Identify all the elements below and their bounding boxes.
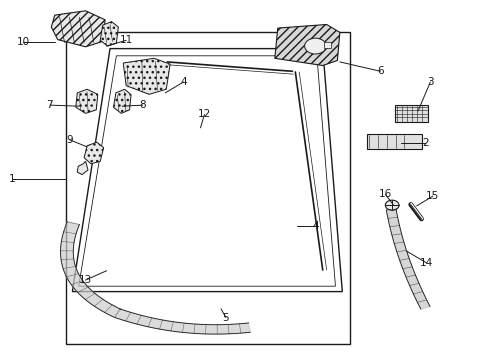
Polygon shape [386,209,429,309]
Text: 14: 14 [419,258,432,268]
Text: 2: 2 [421,138,428,148]
Text: 4: 4 [180,77,186,87]
Text: 9: 9 [66,135,73,145]
Text: 7: 7 [46,100,53,110]
Text: 11: 11 [119,35,133,45]
Polygon shape [61,222,121,317]
Text: 4: 4 [311,221,318,231]
Polygon shape [76,89,98,113]
Text: 8: 8 [139,100,146,110]
Text: 3: 3 [426,77,433,87]
Polygon shape [100,22,118,46]
Polygon shape [123,58,170,94]
Bar [323,42,330,48]
Polygon shape [113,89,131,113]
Text: 1: 1 [9,174,16,184]
Text: 6: 6 [376,66,383,76]
Text: 10: 10 [17,37,30,48]
Text: 16: 16 [378,189,391,199]
Circle shape [385,200,398,210]
Polygon shape [51,11,105,47]
Text: 13: 13 [79,275,92,285]
Polygon shape [115,309,250,334]
Text: 5: 5 [222,312,229,323]
Bar [394,105,427,122]
Bar [366,134,421,149]
Text: 12: 12 [197,109,211,120]
Polygon shape [84,142,103,164]
Circle shape [304,38,325,54]
Polygon shape [274,24,339,66]
Polygon shape [77,161,88,175]
Bar [66,32,349,344]
Text: 15: 15 [425,191,439,201]
